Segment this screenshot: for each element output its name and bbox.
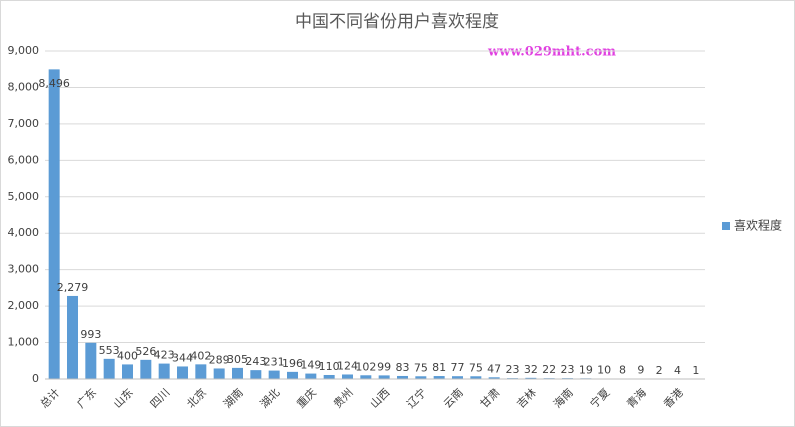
data-label: 32 — [524, 363, 538, 376]
bar — [287, 371, 298, 379]
y-tick-label: 9,000 — [8, 44, 40, 57]
data-label: 77 — [451, 361, 465, 374]
data-label: 23 — [561, 363, 575, 376]
data-label: 124 — [337, 359, 358, 372]
bar — [323, 374, 335, 379]
data-label: 8,496 — [38, 77, 70, 90]
data-label: 19 — [579, 363, 593, 376]
bar — [122, 364, 133, 379]
data-label: 289 — [209, 353, 230, 366]
data-label: 526 — [135, 345, 156, 358]
bar — [213, 368, 225, 379]
y-tick-label: 7,000 — [8, 117, 40, 130]
bar — [177, 366, 188, 379]
bar — [342, 374, 353, 379]
bar — [48, 69, 60, 380]
y-tick-label: 8,000 — [8, 80, 40, 93]
y-tick-label: 6,000 — [8, 153, 40, 166]
bar — [397, 375, 408, 379]
bar — [415, 376, 427, 379]
y-tick-label: 4,000 — [8, 226, 40, 239]
bar — [525, 377, 537, 379]
bar — [268, 370, 280, 379]
data-label: 102 — [355, 360, 376, 373]
bar — [305, 373, 317, 379]
bar — [488, 377, 500, 379]
data-label: 110 — [319, 360, 340, 373]
data-label: 305 — [227, 353, 248, 366]
bar — [232, 367, 243, 379]
data-label: 2,279 — [57, 281, 89, 294]
y-tick-label: 0 — [32, 372, 39, 385]
data-label: 75 — [469, 361, 483, 374]
y-tick-label: 2,000 — [8, 299, 40, 312]
data-label: 4 — [674, 364, 681, 377]
bar — [140, 359, 152, 379]
bar — [103, 358, 115, 379]
data-label: 22 — [542, 363, 556, 376]
data-label: 10 — [597, 364, 611, 377]
data-label: 231 — [264, 356, 285, 369]
data-label: 23 — [506, 363, 520, 376]
data-label: 196 — [282, 357, 303, 370]
legend-swatch — [722, 222, 730, 230]
data-label: 344 — [172, 351, 193, 364]
data-label: 47 — [487, 362, 501, 375]
data-label: 993 — [80, 328, 101, 341]
bar — [433, 376, 445, 379]
bar — [452, 376, 463, 379]
y-tick-label: 3,000 — [8, 263, 40, 276]
bar — [67, 295, 78, 379]
data-label: 2 — [656, 364, 663, 377]
data-label: 400 — [117, 349, 138, 362]
y-tick-label: 5,000 — [8, 190, 40, 203]
data-label: 9 — [637, 364, 644, 377]
legend-label: 喜欢程度 — [734, 218, 782, 233]
bar — [85, 342, 97, 379]
bar — [470, 376, 482, 379]
data-label: 83 — [396, 361, 410, 374]
data-label: 402 — [190, 349, 211, 362]
bar — [158, 363, 170, 379]
data-label: 1 — [692, 364, 699, 377]
data-label: 75 — [414, 361, 428, 374]
data-label: 423 — [154, 349, 175, 362]
data-label: 8 — [619, 364, 626, 377]
data-label: 243 — [245, 355, 266, 368]
data-label: 81 — [432, 361, 446, 374]
watermark: www.029mht.com — [487, 45, 616, 60]
y-tick-label: 1,000 — [8, 336, 40, 349]
bar — [250, 370, 262, 379]
data-label: 149 — [300, 359, 321, 372]
bar — [378, 375, 390, 379]
bar — [360, 375, 372, 379]
data-label: 553 — [99, 344, 120, 357]
bar — [195, 364, 207, 379]
data-label: 99 — [377, 360, 391, 373]
chart-title: 中国不同省份用户喜欢程度 — [295, 12, 499, 32]
